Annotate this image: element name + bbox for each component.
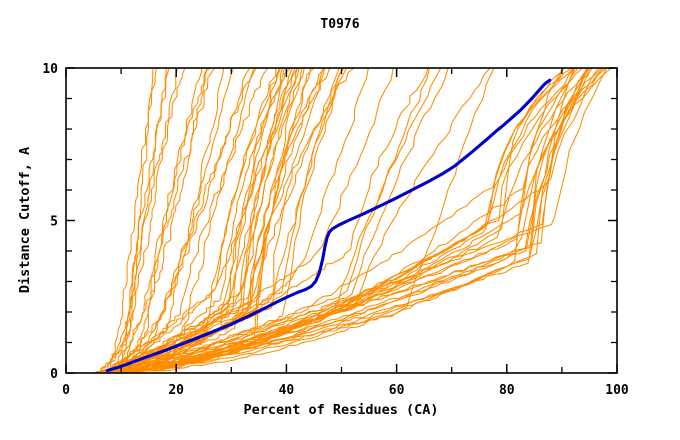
background-model-curve [95, 68, 179, 373]
y-tick-label: 10 [42, 62, 58, 77]
x-tick-label: 60 [389, 383, 405, 398]
x-axis-label: Percent of Residues (CA) [243, 402, 438, 418]
background-model-curve [95, 67, 612, 373]
background-model-curve [108, 67, 157, 374]
highlighted-model-curve [105, 78, 552, 373]
background-model-curve [123, 67, 449, 374]
plot-title: T0976 [320, 17, 359, 32]
background-model-curves [92, 67, 612, 374]
x-tick-label: 100 [605, 383, 629, 398]
background-model-curve [120, 67, 429, 373]
background-model-curve [101, 67, 293, 373]
axis-group: 0 20 40 60 80 100 0 5 10 [42, 62, 629, 398]
y-tick-label: 0 [50, 367, 58, 382]
background-model-curve [103, 68, 185, 373]
background-model-curve [119, 67, 583, 374]
y-tick-label: 5 [50, 215, 58, 230]
y-axis-ticks [66, 67, 617, 374]
x-axis-ticks [65, 68, 618, 373]
y-axis-tick-labels: 0 5 10 [42, 62, 58, 382]
x-axis-tick-labels: 0 20 40 60 80 100 [62, 383, 629, 398]
background-model-curve [94, 69, 250, 374]
x-tick-label: 40 [279, 383, 295, 398]
background-model-curve [106, 68, 215, 373]
background-model-curve [92, 67, 573, 374]
highlighted-model-curve-path [105, 78, 552, 373]
background-model-curve [122, 67, 579, 374]
background-model-curve [116, 67, 565, 374]
x-tick-label: 0 [62, 383, 70, 398]
background-model-curve [119, 67, 211, 374]
x-tick-label: 20 [168, 383, 184, 398]
x-tick-label: 80 [499, 383, 515, 398]
background-model-curve [110, 67, 588, 373]
y-axis-label: Distance Cutoff, A [17, 147, 33, 293]
background-model-curve [127, 67, 602, 373]
